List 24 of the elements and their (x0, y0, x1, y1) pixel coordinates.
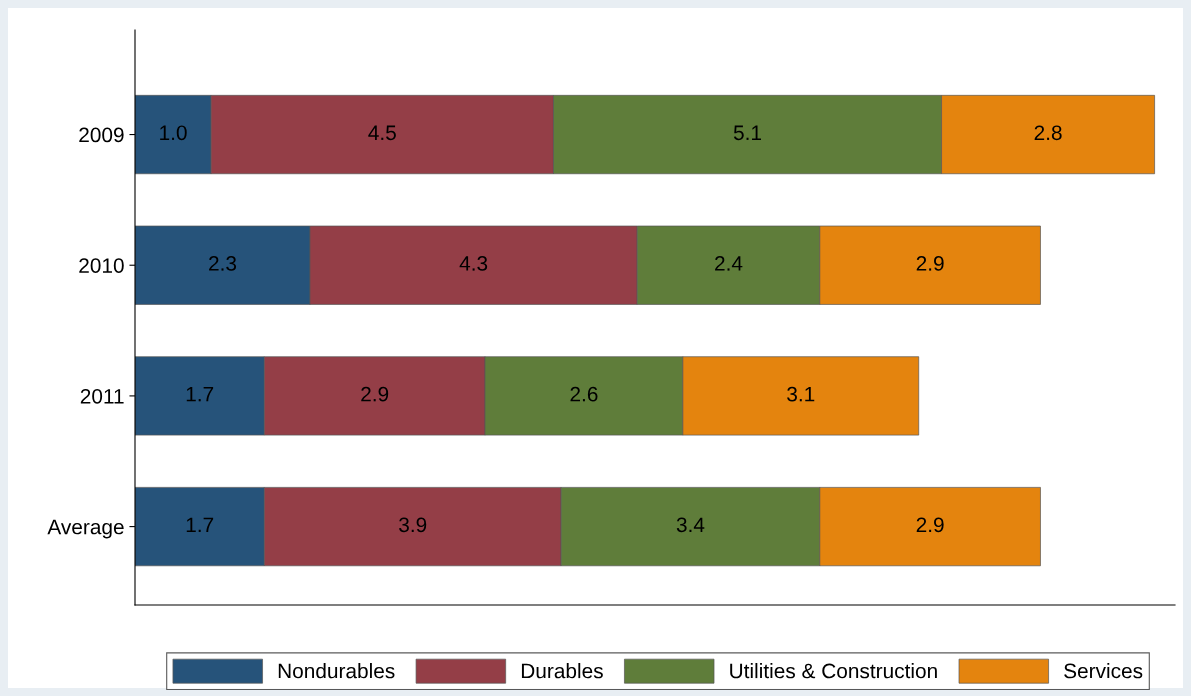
y-tick-label: 2011 (80, 388, 124, 404)
y-tick-label: 2010 (79, 258, 124, 273)
data-label: 1.0 (160, 125, 187, 141)
legend-label: Durables (521, 663, 603, 679)
y-tick-label: 2009 (79, 127, 124, 143)
data-label: 4.3 (459, 256, 488, 271)
data-label: 3.4 (676, 517, 705, 533)
data-label: 3.1 (787, 386, 815, 402)
legend-label: Nondurables (278, 663, 395, 679)
data-label: 2.9 (361, 386, 389, 402)
data-label: 2.4 (715, 256, 743, 271)
data-label: 2.8 (1034, 125, 1062, 141)
legend-label: Services (1064, 663, 1143, 679)
data-label: 1.7 (186, 517, 214, 532)
legend-label: Utilities & Construction (730, 663, 937, 679)
data-label: 2.9 (916, 256, 944, 271)
data-label: 4.5 (368, 125, 396, 141)
y-tick-label: Average (47, 519, 124, 539)
data-label: 5.1 (733, 125, 761, 141)
data-label: 3.9 (399, 517, 427, 533)
data-label: 2.9 (916, 517, 944, 533)
data-label: 2.6 (570, 386, 598, 402)
data-label: 1.7 (186, 386, 214, 402)
data-label: 2.3 (209, 256, 237, 271)
